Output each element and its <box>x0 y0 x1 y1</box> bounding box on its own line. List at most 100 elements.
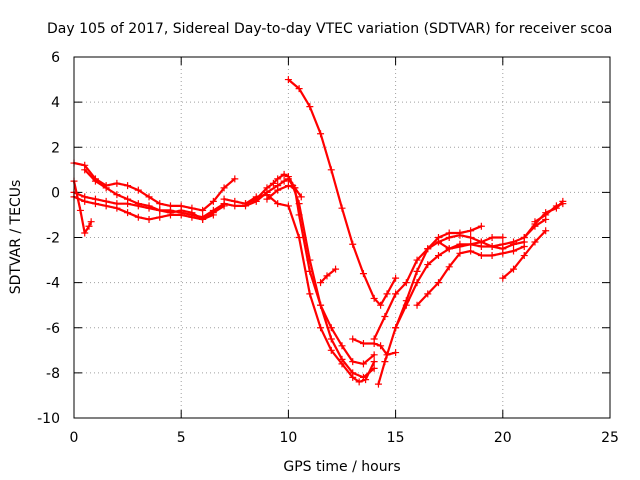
grid <box>74 57 610 418</box>
data-point <box>81 229 89 237</box>
data-point <box>370 358 378 366</box>
data-point <box>370 351 378 359</box>
data-point <box>156 200 164 208</box>
data-point <box>124 209 132 217</box>
data-point <box>424 245 432 253</box>
data-point <box>377 342 385 350</box>
data-point <box>552 202 560 210</box>
data-point <box>445 234 453 241</box>
data-point <box>467 227 475 235</box>
data-point <box>284 76 292 84</box>
data-point <box>434 252 442 260</box>
data-point <box>381 358 389 366</box>
data-point <box>413 267 421 275</box>
data-point <box>488 243 496 251</box>
data-point <box>349 358 357 366</box>
series-arc-18 <box>499 227 550 282</box>
data-point <box>323 272 331 280</box>
data-point <box>520 252 528 260</box>
data-point <box>295 85 303 93</box>
series-arc-10 <box>284 76 400 309</box>
data-point <box>284 175 292 183</box>
data-point <box>134 213 142 221</box>
data-point <box>327 346 335 354</box>
plot-area <box>70 76 567 388</box>
data-point <box>377 301 385 309</box>
data-point <box>467 247 475 255</box>
data-point <box>510 240 518 248</box>
data-point <box>297 193 305 201</box>
y-tick-label: 2 <box>51 140 60 156</box>
data-point <box>359 270 367 278</box>
data-point <box>413 279 421 287</box>
data-point <box>381 312 389 320</box>
data-point <box>81 166 89 174</box>
data-point <box>374 380 382 388</box>
data-point <box>499 274 507 282</box>
x-tick-label: 5 <box>177 430 186 446</box>
data-point <box>359 360 367 368</box>
data-point <box>456 240 464 248</box>
data-point <box>85 222 93 230</box>
data-point <box>467 240 475 248</box>
chart-title: Day 105 of 2017, Sidereal Day-to-day VTE… <box>47 21 612 37</box>
data-point <box>338 342 346 350</box>
data-point <box>274 186 282 194</box>
data-point <box>392 274 400 282</box>
data-point <box>209 197 217 205</box>
data-point <box>317 279 325 287</box>
data-point <box>291 184 299 192</box>
data-point <box>510 247 518 255</box>
data-point <box>520 234 528 241</box>
data-point <box>124 195 132 203</box>
y-tick-label: -8 <box>46 366 60 382</box>
data-point <box>263 195 271 203</box>
x-tick-label: 20 <box>494 430 512 446</box>
data-point <box>113 179 121 187</box>
data-point <box>242 200 250 208</box>
data-point <box>445 245 453 253</box>
data-point <box>134 186 142 194</box>
data-point <box>467 234 475 241</box>
x-axis-label: GPS time / hours <box>283 459 400 475</box>
data-point <box>317 324 325 332</box>
data-point <box>91 200 99 208</box>
data-point <box>338 204 346 212</box>
data-point <box>231 202 239 210</box>
data-point <box>349 335 357 343</box>
y-tick-label: -2 <box>46 231 60 247</box>
data-point <box>392 349 400 357</box>
x-tick-label: 10 <box>279 430 297 446</box>
series-line <box>533 202 564 223</box>
series-arc-9 <box>263 182 305 203</box>
data-point <box>280 177 288 185</box>
y-tick-label: 4 <box>51 95 60 111</box>
data-point <box>370 294 378 302</box>
y-tick-label: -6 <box>46 321 60 337</box>
data-point <box>332 265 340 273</box>
data-point <box>274 175 282 183</box>
data-point <box>392 324 400 332</box>
series-arc-8 <box>242 191 378 386</box>
data-point <box>188 209 196 217</box>
y-tick-label: 6 <box>51 50 60 66</box>
data-point <box>531 238 539 246</box>
data-point <box>542 211 550 219</box>
data-point <box>477 238 485 246</box>
data-point <box>456 249 464 257</box>
data-point <box>359 340 367 348</box>
series-arc-12 <box>349 335 400 359</box>
plot-frame <box>73 56 611 419</box>
data-point <box>456 231 464 239</box>
data-point <box>284 202 292 210</box>
data-point <box>488 252 496 260</box>
data-point <box>156 213 164 221</box>
series-arc-20 <box>531 200 567 226</box>
data-point <box>91 177 99 185</box>
data-point <box>295 200 303 208</box>
series-arc-7 <box>220 175 378 381</box>
x-tick-label: 0 <box>70 430 79 446</box>
data-point <box>355 378 363 386</box>
data-point <box>317 130 325 138</box>
